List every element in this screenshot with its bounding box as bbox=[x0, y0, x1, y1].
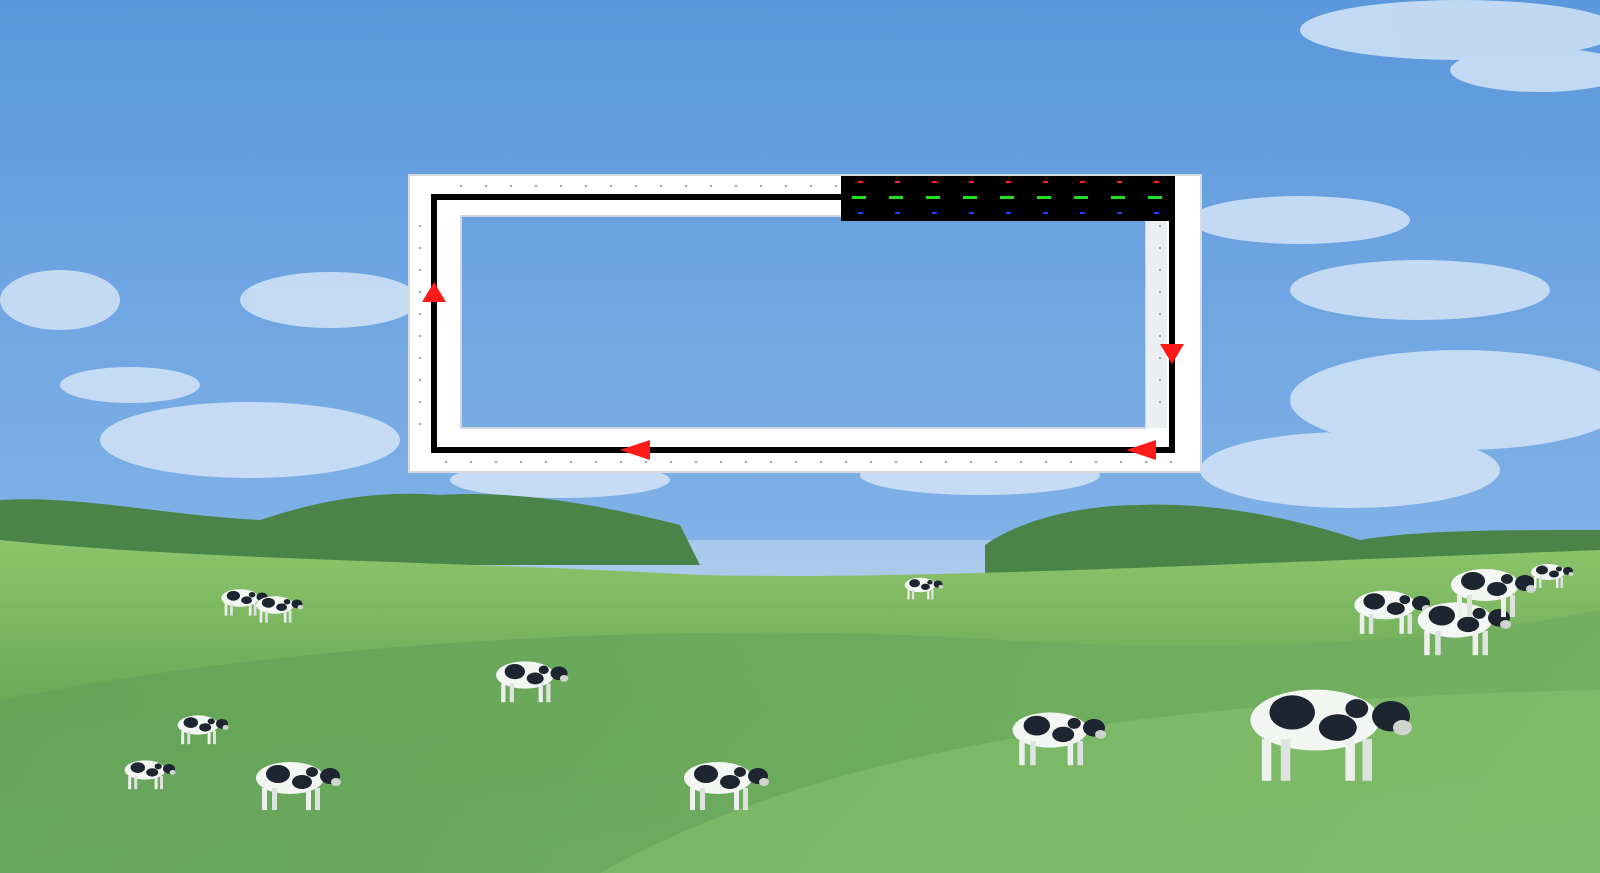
dot bbox=[695, 461, 697, 463]
dot bbox=[1159, 225, 1161, 227]
dot bbox=[1159, 269, 1161, 271]
dot bbox=[969, 212, 974, 214]
dot bbox=[635, 185, 637, 187]
dot bbox=[858, 181, 863, 183]
dot bbox=[1080, 181, 1085, 183]
dot bbox=[570, 461, 572, 463]
dot bbox=[1159, 379, 1161, 381]
dot bbox=[1117, 212, 1122, 214]
dot bbox=[1043, 181, 1048, 183]
dot bbox=[419, 357, 421, 359]
dot bbox=[1148, 196, 1162, 199]
dot bbox=[735, 185, 737, 187]
dot bbox=[1170, 461, 1172, 463]
dot bbox=[520, 461, 522, 463]
dot bbox=[1120, 461, 1122, 463]
dot bbox=[620, 461, 622, 463]
dot bbox=[970, 461, 972, 463]
dot bbox=[460, 185, 462, 187]
dot bbox=[889, 196, 903, 199]
dot bbox=[595, 461, 597, 463]
dot bbox=[585, 185, 587, 187]
dot bbox=[1159, 247, 1161, 249]
dot bbox=[419, 269, 421, 271]
dot bbox=[969, 181, 974, 183]
dot bbox=[932, 181, 937, 183]
dot bbox=[495, 461, 497, 463]
dot bbox=[1074, 196, 1088, 199]
dot bbox=[745, 461, 747, 463]
dot bbox=[670, 461, 672, 463]
dot bbox=[1154, 212, 1159, 214]
dot bbox=[419, 401, 421, 403]
dot bbox=[785, 185, 787, 187]
dot bbox=[858, 212, 863, 214]
dot bbox=[995, 461, 997, 463]
dot bbox=[770, 461, 772, 463]
dot bbox=[419, 247, 421, 249]
dot bbox=[1154, 181, 1159, 183]
dot bbox=[1159, 357, 1161, 359]
dot bbox=[560, 185, 562, 187]
dot bbox=[645, 461, 647, 463]
dot bbox=[1111, 196, 1125, 199]
dot bbox=[895, 212, 900, 214]
dot bbox=[852, 196, 866, 199]
led-panel bbox=[841, 176, 1175, 221]
dot bbox=[926, 196, 940, 199]
dot bbox=[510, 185, 512, 187]
dot bbox=[660, 185, 662, 187]
dot bbox=[1043, 212, 1048, 214]
dot bbox=[1000, 196, 1014, 199]
dot bbox=[419, 379, 421, 381]
dot bbox=[1159, 313, 1161, 315]
dot bbox=[710, 185, 712, 187]
dot bbox=[685, 185, 687, 187]
dot bbox=[870, 461, 872, 463]
dot bbox=[1045, 461, 1047, 463]
dot bbox=[1006, 181, 1011, 183]
dot bbox=[1080, 212, 1085, 214]
dot bbox=[795, 461, 797, 463]
dot bbox=[419, 225, 421, 227]
dot bbox=[419, 335, 421, 337]
dot bbox=[535, 185, 537, 187]
dot bbox=[1145, 461, 1147, 463]
dot bbox=[1095, 461, 1097, 463]
dot bbox=[1006, 212, 1011, 214]
dot bbox=[419, 291, 421, 293]
dot bbox=[895, 181, 900, 183]
dot bbox=[932, 212, 937, 214]
dot bbox=[1020, 461, 1022, 463]
dot bbox=[1070, 461, 1072, 463]
dot bbox=[760, 185, 762, 187]
dot bbox=[419, 313, 421, 315]
dot bbox=[945, 461, 947, 463]
dot bbox=[1117, 181, 1122, 183]
dot bbox=[545, 461, 547, 463]
dot bbox=[610, 185, 612, 187]
dot bbox=[470, 461, 472, 463]
dot bbox=[445, 461, 447, 463]
dot bbox=[820, 461, 822, 463]
dot bbox=[845, 461, 847, 463]
dot bbox=[1159, 335, 1161, 337]
dot bbox=[895, 461, 897, 463]
dot bbox=[1159, 291, 1161, 293]
dot bbox=[1037, 196, 1051, 199]
dot bbox=[835, 185, 837, 187]
dot bbox=[485, 185, 487, 187]
dot bbox=[720, 461, 722, 463]
dot bbox=[920, 461, 922, 463]
dot bbox=[810, 185, 812, 187]
dot bbox=[419, 423, 421, 425]
dot bbox=[963, 196, 977, 199]
dot bbox=[1159, 401, 1161, 403]
